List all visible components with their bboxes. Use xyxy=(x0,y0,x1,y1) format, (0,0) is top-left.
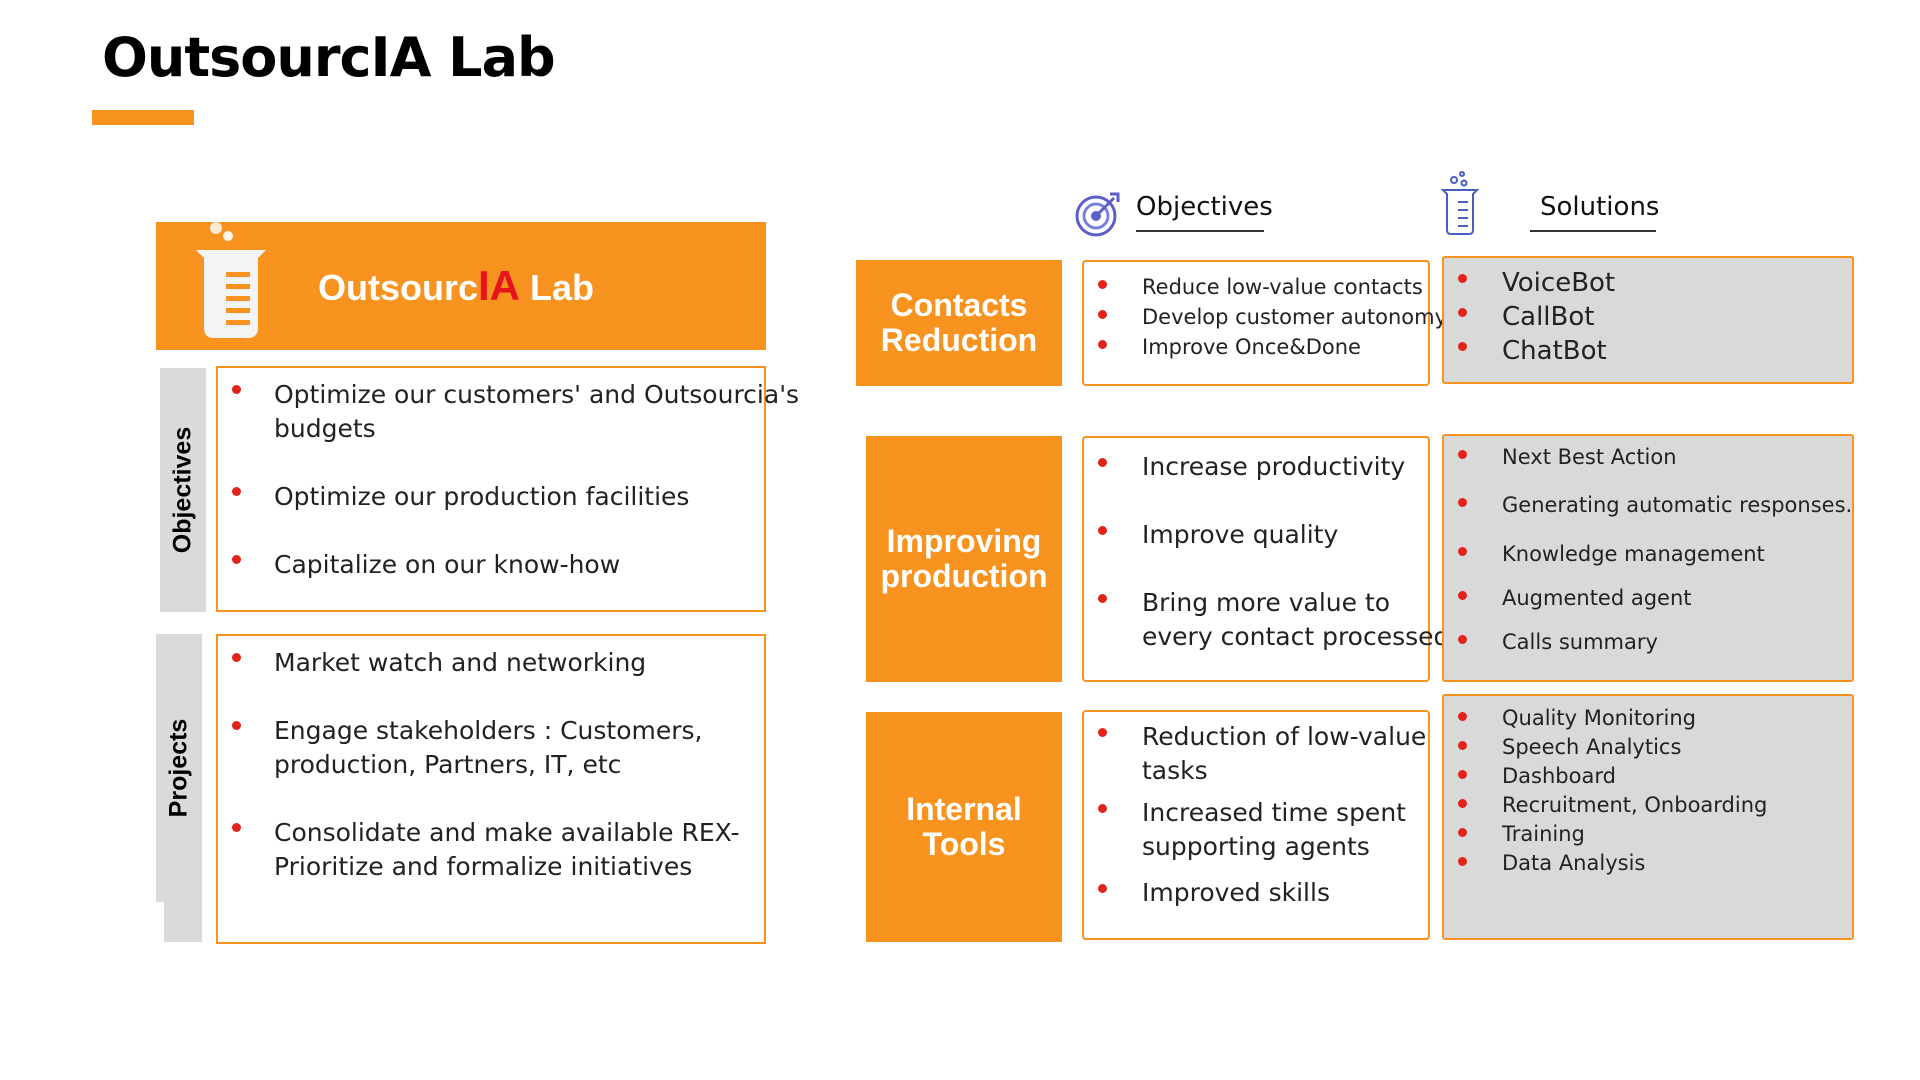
objectives-box-internal-tools: Reduction of low-value tasks Increased t… xyxy=(1082,710,1430,940)
list-item: Improved skills xyxy=(1084,876,1330,910)
solutions-header-underline xyxy=(1530,230,1656,232)
list-item: Bring more value to xyxy=(1084,586,1390,620)
list-item: Increase productivity xyxy=(1084,450,1405,484)
list-item: Training xyxy=(1444,820,1585,849)
solutions-box-contacts-reduction: VoiceBot CallBot ChatBot xyxy=(1442,256,1854,384)
list-item: Augmented agent xyxy=(1444,583,1692,613)
list-item: Improve quality xyxy=(1084,518,1338,552)
category-contacts-reduction: Contacts Reduction xyxy=(856,260,1062,386)
projects-tab: Projects xyxy=(156,634,202,902)
category-label: Improving production xyxy=(880,523,1048,594)
banner-title: OutsourcIA Lab xyxy=(318,262,595,309)
beaker-icon xyxy=(1440,171,1480,235)
list-item: Speech Analytics xyxy=(1444,733,1681,762)
list-item: Recruitment, Onboarding xyxy=(1444,791,1767,820)
objectives-header: Objectives xyxy=(1136,192,1273,222)
list-item: Data Analysis xyxy=(1444,849,1645,878)
beaker-icon xyxy=(196,214,266,338)
list-item-continued: supporting agents xyxy=(1142,832,1370,861)
list-item: ChatBot xyxy=(1444,334,1607,368)
category-improving-production: Improving production xyxy=(866,436,1062,682)
list-item-continued: tasks xyxy=(1142,756,1208,785)
category-label: Contacts Reduction xyxy=(880,287,1038,358)
objectives-box-improving-production: Increase productivity Improve quality Br… xyxy=(1082,436,1449,682)
list-item: Capitalize on our know-how xyxy=(218,548,620,582)
list-item: Knowledge management xyxy=(1444,539,1765,569)
list-item-continued: Prioritize and formalize initiatives xyxy=(274,852,693,881)
list-item: Optimize our customers' and Outsourcia's xyxy=(218,378,799,412)
list-item: Engage stakeholders : Customers, xyxy=(218,714,703,748)
list-item: CallBot xyxy=(1444,300,1594,334)
list-item: Develop customer autonomy xyxy=(1084,302,1447,332)
list-item: Improve Once&Done xyxy=(1084,332,1361,362)
title-underline xyxy=(92,110,194,125)
projects-tab-label: Projects xyxy=(164,718,193,818)
list-item: Market watch and networking xyxy=(218,646,646,680)
projects-tab-tail xyxy=(164,902,202,942)
list-item: VoiceBot xyxy=(1444,266,1615,300)
list-item: Quality Monitoring xyxy=(1444,704,1696,733)
list-item-continued: budgets xyxy=(274,414,376,443)
category-internal-tools: Internal Tools xyxy=(866,712,1062,942)
list-item: Reduction of low-value xyxy=(1084,720,1426,754)
list-item-continued: production, Partners, IT, etc xyxy=(274,750,622,779)
objectives-box-contacts-reduction: Reduce low-value contacts Develop custom… xyxy=(1082,260,1447,386)
list-item: Reduce low-value contacts xyxy=(1084,272,1423,302)
solutions-box-improving-production: Next Best Action Generating automatic re… xyxy=(1442,434,1854,682)
page-title: OutsourcIA Lab xyxy=(102,26,556,89)
objectives-tab: Objectives xyxy=(160,368,206,612)
list-item: Next Best Action xyxy=(1444,442,1677,472)
list-item: Consolidate and make available REX- xyxy=(218,816,740,850)
list-item-continued: every contact processed xyxy=(1142,622,1450,651)
list-item: Increased time spent xyxy=(1084,796,1406,830)
list-item: Optimize our production facilities xyxy=(218,480,689,514)
objectives-tab-label: Objectives xyxy=(168,426,197,554)
projects-box: Market watch and networking Engage stake… xyxy=(216,634,766,944)
target-icon xyxy=(1075,192,1120,237)
category-label: Internal Tools xyxy=(906,791,1022,862)
solutions-header: Solutions xyxy=(1540,192,1660,222)
lab-banner: OutsourcIA Lab xyxy=(156,214,766,350)
objectives-box: Optimize our customers' and Outsourcia's… xyxy=(216,366,799,612)
list-item: Calls summary xyxy=(1444,627,1658,657)
list-item: Dashboard xyxy=(1444,762,1616,791)
objectives-header-underline xyxy=(1136,230,1264,232)
list-item: Generating automatic responses. xyxy=(1444,490,1852,520)
solutions-box-internal-tools: Quality Monitoring Speech Analytics Dash… xyxy=(1442,694,1854,940)
